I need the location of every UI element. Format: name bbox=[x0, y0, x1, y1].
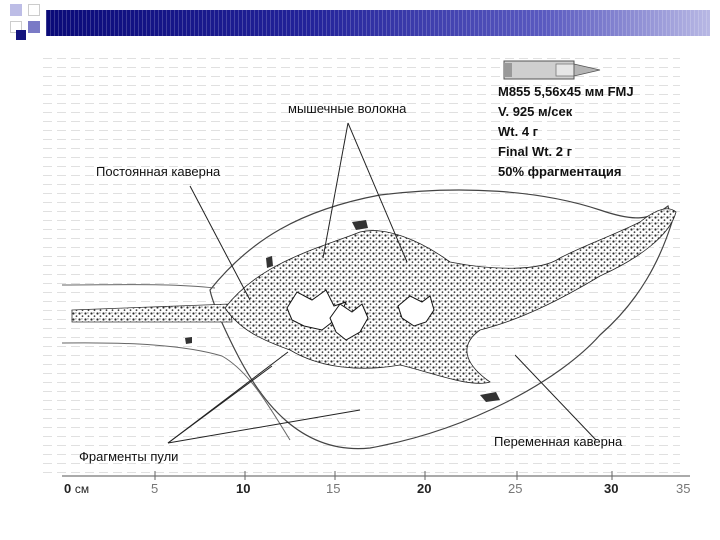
ammo-spec-block: M855 5,56x45 мм FMJ V. 925 м/сек Wt. 4 г… bbox=[498, 82, 634, 182]
scale-label-25: 25 bbox=[508, 481, 523, 496]
decor-square bbox=[10, 4, 22, 16]
ammo-spec-fragmentation: 50% фрагментация bbox=[498, 164, 622, 179]
scale-label-10: 10 bbox=[236, 481, 251, 496]
scale-label-35: 35 bbox=[676, 481, 691, 496]
slide-header-decoration bbox=[0, 0, 720, 46]
leader-line-fragments-2 bbox=[167, 365, 273, 444]
fragment-piece bbox=[480, 392, 500, 402]
fragment-piece bbox=[352, 220, 368, 230]
leader-line-muscle-left bbox=[322, 122, 349, 259]
leader-line-permanent-cavity bbox=[189, 185, 251, 301]
leader-line-temporary-cavity bbox=[514, 354, 597, 441]
tissue-line-lower bbox=[61, 342, 291, 441]
ammo-spec-weight: Wt. 4 г bbox=[498, 124, 539, 139]
decor-square bbox=[28, 4, 40, 16]
tissue-line-upper bbox=[61, 284, 216, 289]
scale-label-0: 0 см bbox=[64, 481, 89, 496]
fragment-cavity-3 bbox=[397, 295, 435, 327]
bullet-track-channel bbox=[71, 303, 233, 323]
scale-label-15: 15 bbox=[326, 481, 341, 496]
leader-line-muscle-right bbox=[347, 122, 408, 263]
ammo-spec-final-weight: Final Wt. 2 г bbox=[498, 144, 573, 159]
leader-line-fragments-3 bbox=[167, 409, 361, 444]
label-muscle-fibers: мышечные волокна bbox=[288, 101, 407, 116]
ammo-spec-velocity: V. 925 м/сек bbox=[498, 104, 573, 119]
scale-label-20: 20 bbox=[417, 481, 432, 496]
scale-value: 0 bbox=[64, 481, 72, 496]
scale-label-5: 5 bbox=[151, 481, 159, 496]
temporary-cavity-outline bbox=[209, 189, 673, 450]
label-bullet-fragments: Фрагменты пули bbox=[79, 449, 179, 464]
scale-label-30: 30 bbox=[604, 481, 619, 496]
ammo-spec-cartridge: M855 5,56x45 мм FMJ bbox=[498, 84, 634, 99]
permanent-cavity-body bbox=[224, 208, 677, 384]
label-temporary-cavity: Переменная каверна bbox=[494, 434, 623, 449]
fragment-cavity-2 bbox=[329, 303, 369, 341]
decor-square bbox=[16, 30, 26, 40]
label-permanent-cavity: Постоянная каверна bbox=[96, 164, 221, 179]
title-band bbox=[46, 10, 710, 36]
cartridge-icon bbox=[503, 60, 601, 80]
scale-unit: см bbox=[74, 482, 90, 496]
decor-square bbox=[28, 21, 40, 33]
fragment-piece bbox=[266, 256, 273, 268]
fragment-piece bbox=[185, 337, 192, 344]
